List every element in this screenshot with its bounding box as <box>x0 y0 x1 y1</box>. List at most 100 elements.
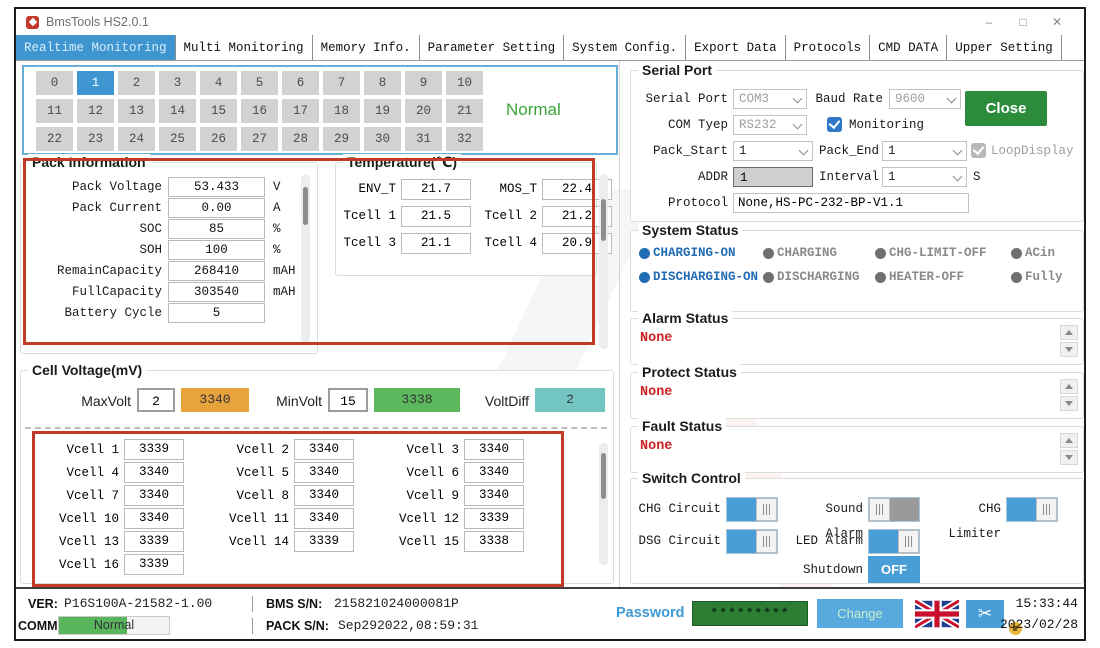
pack-cell-32[interactable]: 32 <box>446 127 483 151</box>
chevron-down-icon <box>952 145 963 156</box>
pack-cell-28[interactable]: 28 <box>282 127 319 151</box>
pack-cell-2[interactable]: 2 <box>118 71 155 95</box>
scroll-up-button[interactable] <box>1060 325 1078 340</box>
temperature-value: 21.1 <box>401 232 471 254</box>
pack-info-label: RemainCapacity <box>56 264 162 278</box>
pack-cell-30[interactable]: 30 <box>364 127 401 151</box>
scroll-down-button[interactable] <box>1060 396 1078 411</box>
scrollbar-thumb[interactable] <box>303 187 308 225</box>
interval-select[interactable]: 1 <box>882 167 967 187</box>
uk-flag-icon <box>913 597 961 631</box>
pack-cell-27[interactable]: 27 <box>241 127 278 151</box>
tab-system-config[interactable]: System Config. <box>564 35 687 60</box>
scrollbar-thumb[interactable] <box>601 453 606 499</box>
sound-alarm-label: Sound Alarm <box>825 502 863 541</box>
pack-cell-23[interactable]: 23 <box>77 127 114 151</box>
com-type-select[interactable]: RS232 <box>733 115 807 135</box>
chg-circuit-toggle[interactable] <box>726 497 778 522</box>
change-password-button[interactable]: Change <box>817 599 903 628</box>
status-dot-icon <box>1011 247 1022 259</box>
loop-display-checkbox[interactable] <box>971 143 986 158</box>
scroll-down-button[interactable] <box>1060 450 1078 465</box>
tab-upper-setting[interactable]: Upper Setting <box>947 35 1062 60</box>
pack-cell-25[interactable]: 25 <box>159 127 196 151</box>
pack-cell-15[interactable]: 15 <box>200 99 237 123</box>
bms-sn-value: 215821024000081P <box>334 596 459 611</box>
pack-cell-10[interactable]: 10 <box>446 71 483 95</box>
tab-realtime-monitoring[interactable]: Realtime Monitoring <box>16 35 176 60</box>
chg-limiter-toggle[interactable] <box>1006 497 1058 522</box>
baud-rate-select[interactable]: 9600 <box>889 89 961 109</box>
language-flag-icon[interactable] <box>913 597 961 631</box>
shutdown-button[interactable]: OFF <box>868 556 920 583</box>
pack-cell-24[interactable]: 24 <box>118 127 155 151</box>
vcell-item: Vcell 2 3340 <box>221 439 391 460</box>
pack-cell-8[interactable]: 8 <box>364 71 401 95</box>
pack-cell-20[interactable]: 20 <box>405 99 442 123</box>
maxvolt-label: MaxVolt <box>81 393 131 409</box>
sound-alarm-toggle[interactable] <box>868 497 920 522</box>
tab-cmd-data[interactable]: CMD DATA <box>870 35 948 60</box>
close-window-button[interactable]: ✕ <box>1051 15 1063 29</box>
tab-memory-info[interactable]: Memory Info. <box>313 35 420 60</box>
temperature-label: Tcell 4 <box>484 236 537 250</box>
pack-cell-21[interactable]: 21 <box>446 99 483 123</box>
scrollbar[interactable] <box>599 443 608 565</box>
scroll-up-button[interactable] <box>1060 433 1078 448</box>
scroll-down-button[interactable] <box>1060 342 1078 357</box>
temperature-label: ENV_T <box>358 182 396 196</box>
pack-information-title: Pack Information <box>28 154 150 170</box>
pack-info-row: FullCapacity 303540 mAH <box>27 282 296 302</box>
pack-cell-19[interactable]: 19 <box>364 99 401 123</box>
tab-protocols[interactable]: Protocols <box>786 35 871 60</box>
pack-cell-5[interactable]: 5 <box>241 71 278 95</box>
close-port-button[interactable]: Close <box>965 91 1047 126</box>
pack-cell-18[interactable]: 18 <box>323 99 360 123</box>
tab-parameter-setting[interactable]: Parameter Setting <box>420 35 565 60</box>
password-input[interactable]: ********* <box>692 601 808 626</box>
vcell-value: 3340 <box>294 485 354 506</box>
scroll-up-button[interactable] <box>1060 379 1078 394</box>
pack-info-unit: % <box>273 243 281 257</box>
pack-start-select[interactable]: 1 <box>733 141 813 161</box>
pack-end-select[interactable]: 1 <box>882 141 967 161</box>
minvolt-label: MinVolt <box>276 393 322 409</box>
bms-sn-label: BMS S/N: <box>266 597 323 611</box>
pack-cell-26[interactable]: 26 <box>200 127 237 151</box>
pack-cell-12[interactable]: 12 <box>77 99 114 123</box>
pack-cell-6[interactable]: 6 <box>282 71 319 95</box>
serial-port-value: COM3 <box>739 92 770 106</box>
maximize-button[interactable]: □ <box>1019 15 1027 29</box>
dsg-circuit-toggle[interactable] <box>726 529 778 554</box>
tab-export-data[interactable]: Export Data <box>686 35 786 60</box>
scrollbar[interactable] <box>301 175 310 343</box>
pack-cell-1[interactable]: 1 <box>77 71 114 95</box>
pack-cell-7[interactable]: 7 <box>323 71 360 95</box>
vcell-label: Vcell 5 <box>236 465 289 480</box>
addr-input[interactable]: 1 <box>733 167 813 187</box>
pack-cell-13[interactable]: 13 <box>118 99 155 123</box>
pack-cell-22[interactable]: 22 <box>36 127 73 151</box>
pack-cell-11[interactable]: 11 <box>36 99 73 123</box>
pack-cell-3[interactable]: 3 <box>159 71 196 95</box>
scrollbar-thumb[interactable] <box>601 199 606 241</box>
scrollbar[interactable] <box>599 174 608 349</box>
pack-cell-0[interactable]: 0 <box>36 71 73 95</box>
pack-cell-16[interactable]: 16 <box>241 99 278 123</box>
protect-status-value: None <box>640 385 673 400</box>
ver-label: VER: <box>28 597 58 611</box>
tab-multi-monitoring[interactable]: Multi Monitoring <box>176 35 313 60</box>
pack-cell-17[interactable]: 17 <box>282 99 319 123</box>
serial-port-select[interactable]: COM3 <box>733 89 807 109</box>
led-alarm-toggle[interactable] <box>868 529 920 554</box>
minimize-button[interactable]: – <box>985 15 993 29</box>
pack-cell-14[interactable]: 14 <box>159 99 196 123</box>
pack-cell-4[interactable]: 4 <box>200 71 237 95</box>
monitoring-checkbox[interactable] <box>827 117 842 132</box>
pack-cell-9[interactable]: 9 <box>405 71 442 95</box>
divider <box>252 596 253 612</box>
pack-cell-31[interactable]: 31 <box>405 127 442 151</box>
pack-cell-29[interactable]: 29 <box>323 127 360 151</box>
vcell-label: Vcell 10 <box>58 511 119 526</box>
screenshot-scissors-button[interactable]: ✂ <box>966 600 1004 628</box>
